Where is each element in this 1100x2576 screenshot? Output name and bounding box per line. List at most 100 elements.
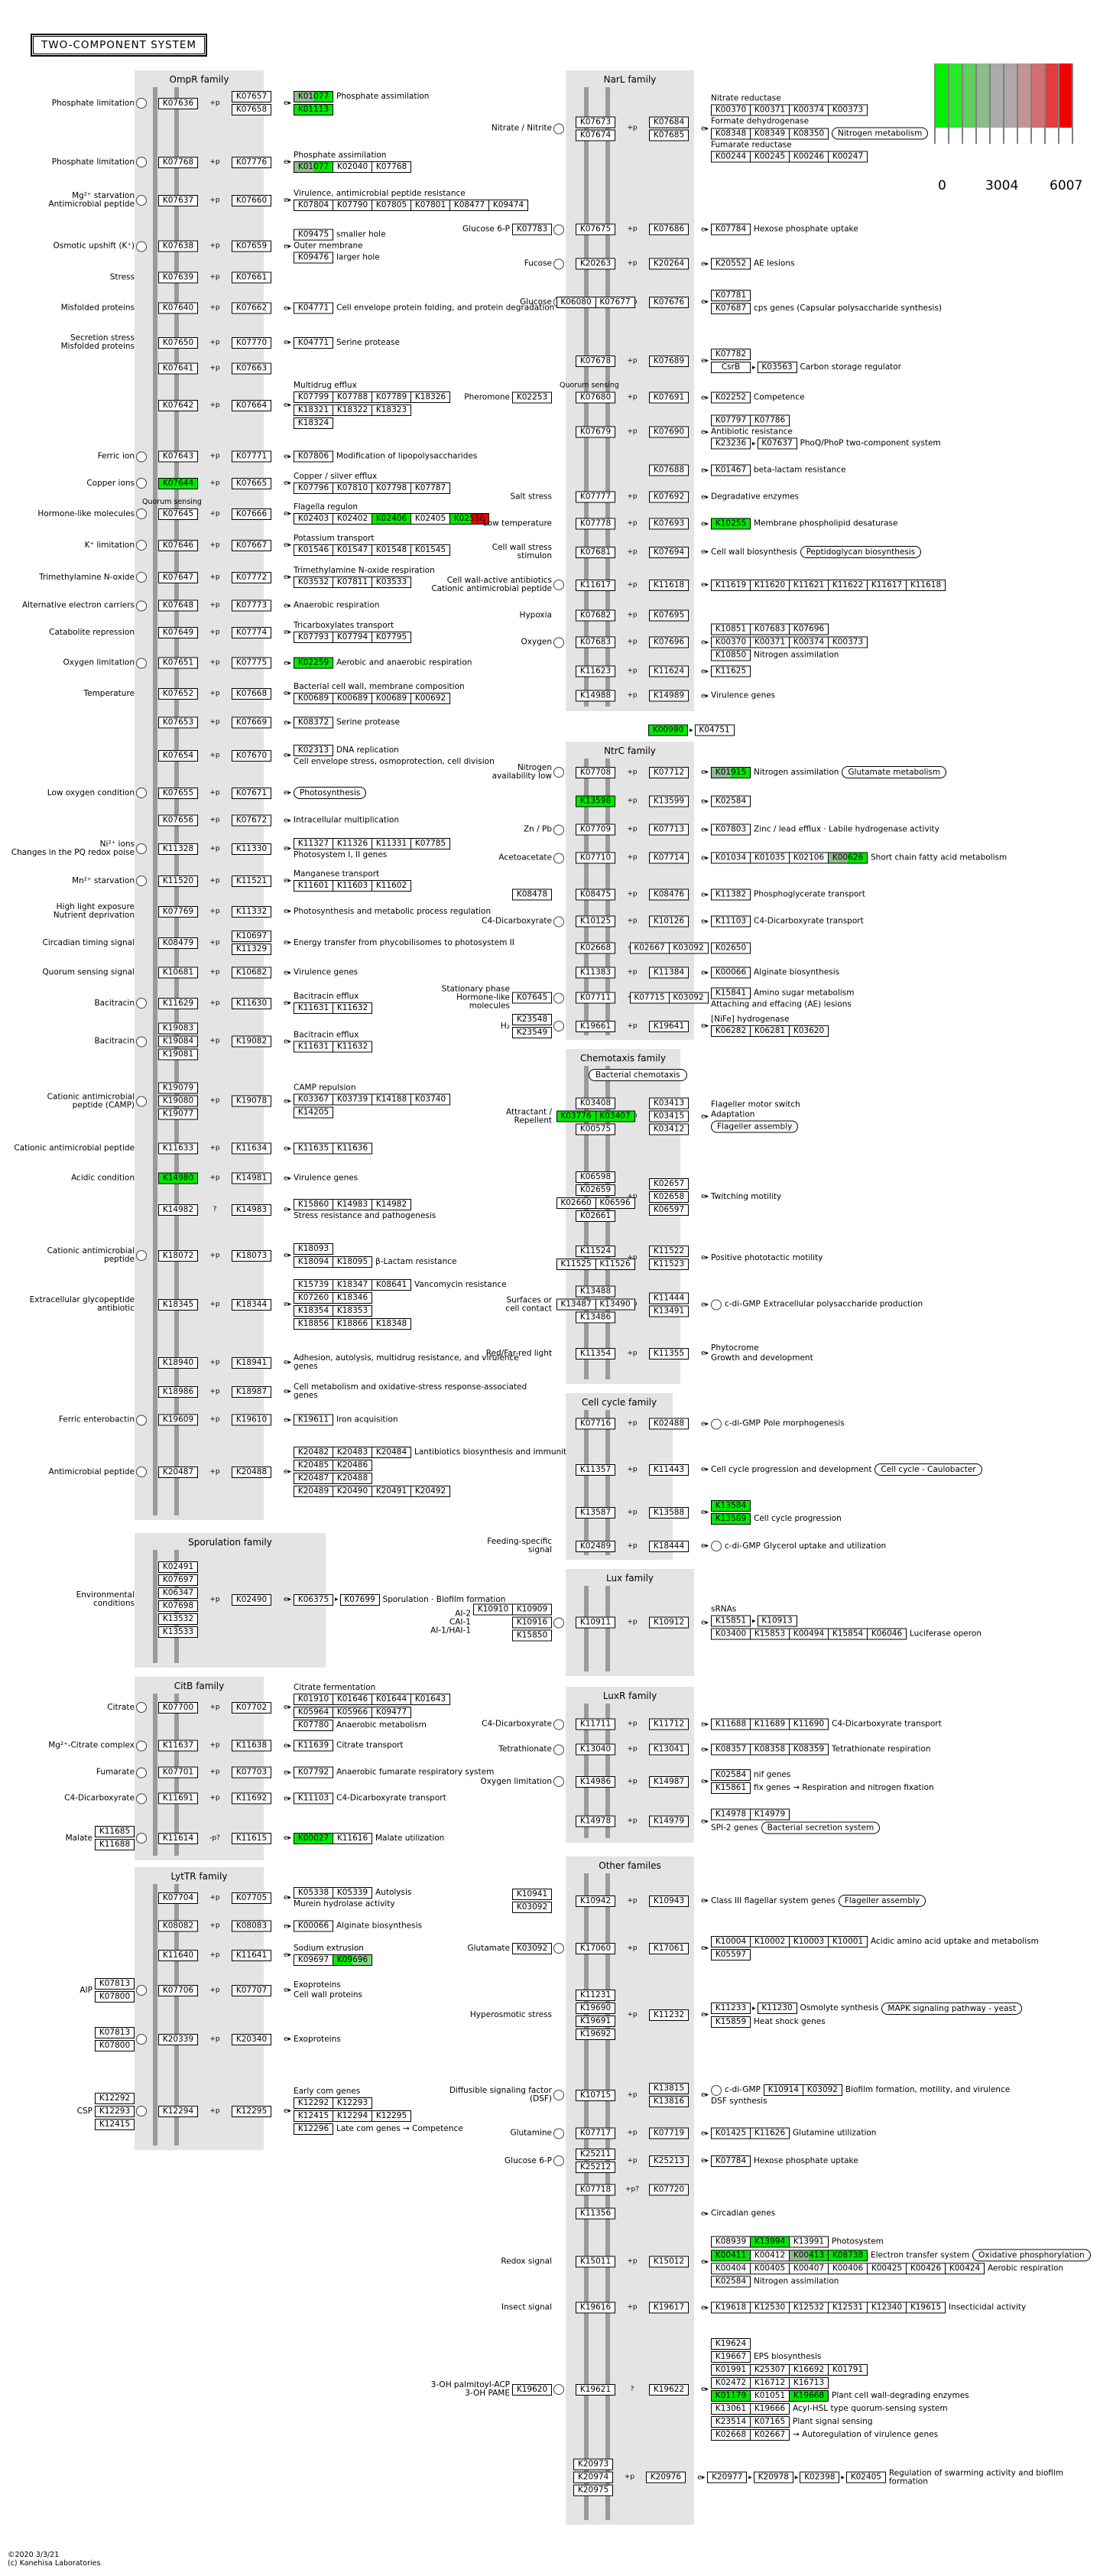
- ko-box[interactable]: K08475: [576, 888, 615, 901]
- ko-box[interactable]: K07703: [232, 1766, 271, 1779]
- ko-box[interactable]: K11443: [649, 1463, 689, 1476]
- ko-box[interactable]: K03776: [556, 1110, 596, 1122]
- ko-box[interactable]: K03620: [789, 1025, 829, 1037]
- ko-box[interactable]: K07689: [649, 355, 689, 367]
- ko-box[interactable]: K02667: [629, 942, 670, 954]
- ko-box[interactable]: K03740: [410, 1093, 450, 1106]
- ko-box[interactable]: K19620: [512, 2383, 552, 2396]
- ko-box[interactable]: K07770: [232, 336, 271, 349]
- ko-box[interactable]: K07681: [576, 546, 615, 558]
- ko-box[interactable]: K00407: [789, 2263, 829, 2275]
- ko-box[interactable]: K07688: [649, 464, 689, 476]
- ko-box[interactable]: K00494: [789, 1628, 829, 1640]
- ko-box[interactable]: K01051: [750, 2390, 790, 2402]
- ko-box[interactable]: K00247: [828, 151, 868, 163]
- ko-box[interactable]: K11601: [294, 880, 333, 892]
- ko-box[interactable]: K11332: [232, 905, 271, 918]
- ko-box[interactable]: K11626: [750, 2127, 790, 2139]
- ko-box[interactable]: K09476: [294, 252, 333, 264]
- ko-box[interactable]: K11712: [649, 1718, 689, 1730]
- ko-box[interactable]: K13533: [158, 1626, 198, 1638]
- ko-box[interactable]: K07672: [232, 814, 271, 827]
- ko-box[interactable]: K11625: [711, 665, 751, 677]
- ko-box[interactable]: K03563: [757, 362, 797, 373]
- ko-box[interactable]: K19615: [906, 2302, 946, 2314]
- ko-box[interactable]: K18346: [333, 1292, 372, 1304]
- ko-box[interactable]: K07658: [232, 104, 271, 115]
- ko-box[interactable]: K11523: [649, 1259, 689, 1270]
- ko-box[interactable]: K11354: [576, 1347, 615, 1359]
- ko-box[interactable]: K07718: [576, 2184, 615, 2196]
- ko-box[interactable]: K07670: [232, 749, 271, 762]
- ko-box[interactable]: K17061: [649, 1942, 689, 1954]
- ko-box[interactable]: K01113: [294, 104, 333, 115]
- ko-box[interactable]: K13040: [576, 1743, 615, 1756]
- ko-box[interactable]: K03413: [649, 1097, 689, 1109]
- ko-box[interactable]: K18986: [158, 1385, 198, 1398]
- ko-box[interactable]: K18326: [410, 391, 450, 403]
- ko-box[interactable]: K11618: [906, 579, 946, 591]
- ko-box[interactable]: K03367: [294, 1093, 333, 1106]
- ko-box[interactable]: K01991: [711, 2364, 751, 2376]
- ko-box[interactable]: K08348: [711, 128, 751, 139]
- ko-box[interactable]: K00689: [372, 693, 411, 704]
- ko-box[interactable]: K09697: [294, 1954, 333, 1966]
- ko-box[interactable]: K12531: [828, 2302, 868, 2314]
- ko-box[interactable]: K07706: [158, 1984, 198, 1996]
- ko-box[interactable]: K15011: [576, 2256, 615, 2268]
- ko-box[interactable]: K02252: [711, 391, 751, 404]
- ko-box[interactable]: K07699: [339, 1593, 380, 1606]
- ko-box[interactable]: K19668: [789, 2390, 829, 2402]
- ko-box[interactable]: K14978: [576, 1815, 615, 1827]
- ko-box[interactable]: K05597: [711, 1949, 751, 1960]
- ko-box[interactable]: K19661: [576, 1020, 615, 1032]
- ko-box[interactable]: K07683: [576, 636, 615, 648]
- ko-box[interactable]: K02584: [711, 2276, 751, 2288]
- ko-box[interactable]: K07784: [711, 2155, 751, 2167]
- ko-box[interactable]: K07785: [410, 838, 450, 849]
- ko-box[interactable]: K07707: [232, 1984, 271, 1996]
- ko-box[interactable]: K06598: [576, 1171, 615, 1183]
- ko-box[interactable]: K13994: [750, 2236, 790, 2248]
- ko-box[interactable]: K12295: [232, 2105, 271, 2117]
- ko-box[interactable]: K07664: [232, 399, 271, 411]
- ko-box[interactable]: K13599: [649, 795, 689, 807]
- ko-box[interactable]: K10851: [711, 623, 751, 635]
- ko-box[interactable]: K07692: [649, 491, 689, 503]
- ko-box[interactable]: K07696: [649, 636, 689, 648]
- ko-box[interactable]: K11639: [294, 1740, 333, 1752]
- ko-box[interactable]: K07656: [158, 814, 198, 827]
- ko-box[interactable]: K07800: [95, 2040, 135, 2051]
- ko-box[interactable]: K13815: [649, 2083, 689, 2094]
- ko-box[interactable]: K19081: [158, 1048, 198, 1061]
- ko-box[interactable]: K07637: [158, 194, 198, 206]
- ko-box[interactable]: K11614: [158, 1832, 198, 1844]
- ko-box[interactable]: K07645: [512, 992, 552, 1004]
- ko-box[interactable]: K23548: [512, 1014, 552, 1025]
- ko-box[interactable]: K11231: [576, 1990, 615, 2001]
- ko-box[interactable]: K08939: [711, 2236, 751, 2248]
- ko-box[interactable]: K11356: [576, 2207, 615, 2220]
- ko-box[interactable]: K02253: [512, 391, 552, 404]
- ko-box[interactable]: K06375: [294, 1593, 333, 1606]
- ko-box[interactable]: K18322: [333, 404, 372, 416]
- ko-box[interactable]: K09477: [372, 1707, 411, 1718]
- ko-box[interactable]: K14989: [649, 690, 689, 702]
- ko-box[interactable]: K15854: [828, 1628, 868, 1640]
- ko-box[interactable]: K02106: [789, 852, 829, 864]
- ko-box[interactable]: K14981: [232, 1172, 271, 1184]
- ko-box[interactable]: K07705: [232, 1892, 271, 1904]
- ko-box[interactable]: K07674: [576, 129, 615, 141]
- ko-box[interactable]: K11688: [711, 1718, 751, 1730]
- ko-box[interactable]: K02472: [711, 2377, 751, 2389]
- ko-box[interactable]: K14980: [158, 1172, 198, 1184]
- ko-box[interactable]: K02667: [750, 2429, 790, 2441]
- ko-box[interactable]: K14983: [333, 1199, 372, 1210]
- ko-box[interactable]: K18095: [333, 1256, 372, 1268]
- ko-box[interactable]: K20263: [576, 258, 615, 270]
- ko-box[interactable]: K07811: [333, 577, 372, 588]
- ko-box[interactable]: K19083: [158, 1022, 198, 1035]
- ko-box[interactable]: K11636: [333, 1142, 372, 1155]
- ko-box[interactable]: K11520: [158, 875, 198, 887]
- ko-box[interactable]: K07665: [232, 477, 271, 489]
